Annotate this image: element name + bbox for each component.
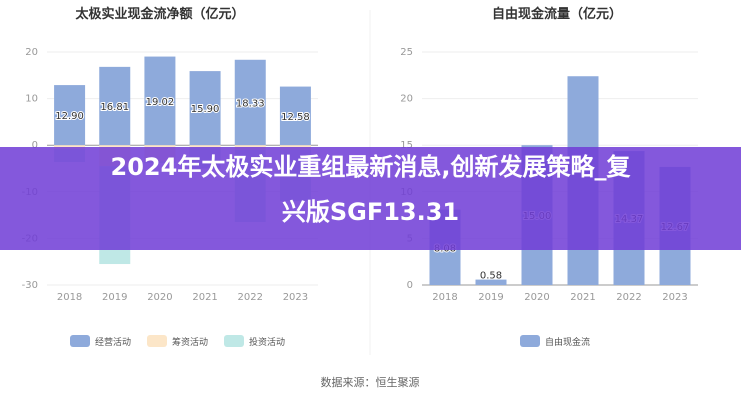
legend-swatch[interactable] bbox=[520, 335, 540, 347]
data-source: 数据来源：恒生聚源 bbox=[321, 375, 420, 389]
data-label: 12.58 bbox=[281, 112, 310, 123]
y-tick-label: 0 bbox=[32, 140, 38, 151]
left-chart-title: 太极实业现金流净额（亿元） bbox=[74, 6, 244, 22]
x-tick-label: 2020 bbox=[147, 292, 172, 303]
y-tick-label: 25 bbox=[400, 47, 413, 58]
bar-经营活动-2020 bbox=[144, 56, 176, 146]
banner-line-2: 兴版SGF13.31 bbox=[281, 198, 460, 226]
bar-经营活动-2022 bbox=[234, 59, 266, 146]
data-label: 18.33 bbox=[236, 98, 265, 109]
legend-swatch[interactable] bbox=[147, 335, 167, 347]
x-tick-label: 2019 bbox=[478, 292, 503, 303]
data-label: 16.81 bbox=[100, 102, 129, 113]
x-tick-label: 2022 bbox=[238, 292, 263, 303]
bar-筹资活动-2021 bbox=[189, 145, 221, 148]
legend-label[interactable]: 经营活动 bbox=[95, 336, 131, 348]
data-label: 19.02 bbox=[146, 97, 175, 108]
right-chart-title: 自由现金流量（亿元） bbox=[492, 6, 622, 22]
y-tick-label: 10 bbox=[25, 94, 38, 105]
legend-label[interactable]: 自由现金流 bbox=[545, 336, 590, 348]
data-label: 0.58 bbox=[480, 271, 502, 282]
x-tick-label: 2023 bbox=[283, 292, 308, 303]
legend-swatch[interactable] bbox=[224, 335, 244, 347]
legend-label[interactable]: 投资活动 bbox=[249, 336, 285, 348]
y-tick-label: 20 bbox=[25, 47, 38, 58]
bar-经营活动-2018 bbox=[54, 85, 86, 146]
data-label: 12.90 bbox=[55, 111, 84, 122]
x-tick-label: 2018 bbox=[432, 292, 457, 303]
x-tick-label: 2018 bbox=[57, 292, 82, 303]
y-tick-label: 0 bbox=[407, 280, 413, 291]
y-tick-label: 15 bbox=[400, 140, 413, 151]
bar-自由现金流-2019 bbox=[475, 279, 507, 285]
x-tick-label: 2020 bbox=[524, 292, 549, 303]
x-tick-label: 2021 bbox=[570, 292, 595, 303]
headline-banner: 2024年太极实业重组最新消息,创新发展策略_复 兴版SGF13.31 bbox=[0, 147, 741, 250]
legend-swatch[interactable] bbox=[70, 335, 90, 347]
x-tick-label: 2019 bbox=[102, 292, 127, 303]
bar-经营活动-2019 bbox=[99, 66, 131, 146]
y-tick-label: -30 bbox=[22, 280, 38, 291]
bar-经营活动-2023 bbox=[279, 86, 311, 146]
legend-label[interactable]: 筹资活动 bbox=[172, 336, 208, 348]
bar-经营活动-2021 bbox=[189, 71, 221, 146]
banner-line-1: 2024年太极实业重组最新消息,创新发展策略_复 bbox=[110, 153, 631, 181]
x-tick-label: 2023 bbox=[662, 292, 687, 303]
y-tick-label: 20 bbox=[400, 94, 413, 105]
data-label: 15.90 bbox=[191, 104, 220, 115]
x-tick-label: 2022 bbox=[616, 292, 641, 303]
x-tick-label: 2021 bbox=[192, 292, 217, 303]
